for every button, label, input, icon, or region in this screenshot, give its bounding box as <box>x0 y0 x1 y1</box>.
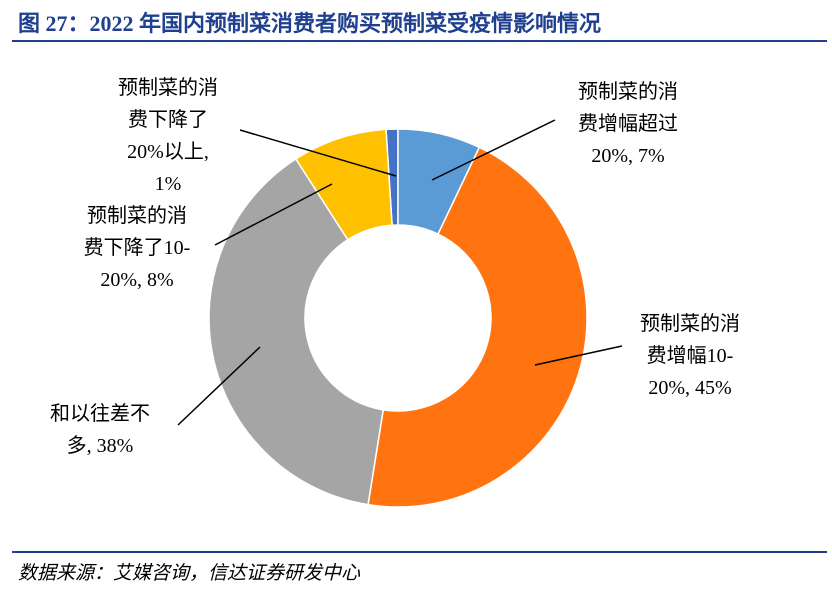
footer-rule <box>12 551 827 553</box>
leader-line <box>177 346 261 426</box>
leader-line <box>534 345 623 366</box>
donut-slice <box>208 157 385 506</box>
donut-slice <box>397 128 481 236</box>
donut-slice <box>294 128 393 241</box>
source: 数据来源：艾媒咨询，信达证券研发中心 <box>18 563 361 584</box>
slice-label: 和以往差不多, 38% <box>50 403 150 457</box>
slice-label: 预制菜的消费下降了20%以上, 1% <box>118 77 218 195</box>
slice-label: 预制菜的消费增幅10-20%, 45% <box>640 313 740 399</box>
title: 图 27：2022 年国内预制菜消费者购买预制菜受疫情影响情况 <box>18 11 602 36</box>
title-rule <box>12 40 827 42</box>
leader-line <box>239 129 397 177</box>
leader-lines <box>177 119 623 426</box>
leader-line <box>214 183 333 246</box>
slice-label: 预制菜的消费增幅超过20%, 7% <box>578 81 678 167</box>
donut-slice <box>367 146 588 508</box>
leader-line <box>431 119 556 181</box>
slice-label: 预制菜的消费下降了10-20%, 8% <box>83 205 191 291</box>
